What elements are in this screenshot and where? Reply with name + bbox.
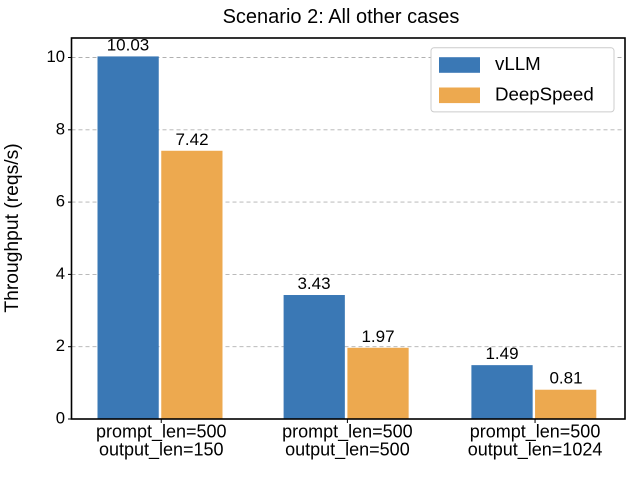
svg-text:3.43: 3.43: [297, 274, 330, 293]
svg-text:1.97: 1.97: [361, 327, 394, 346]
svg-text:0.81: 0.81: [549, 369, 582, 388]
svg-text:DeepSpeed: DeepSpeed: [495, 83, 594, 104]
svg-text:10: 10: [46, 47, 65, 66]
svg-text:0: 0: [56, 409, 65, 428]
svg-text:2: 2: [56, 336, 65, 355]
svg-text:vLLM: vLLM: [495, 53, 541, 74]
svg-text:output_len=1024: output_len=1024: [468, 440, 603, 461]
svg-text:7.42: 7.42: [175, 130, 208, 149]
svg-text:8: 8: [56, 119, 65, 138]
svg-text:Throughput (reqs/s): Throughput (reqs/s): [2, 143, 23, 312]
svg-text:4: 4: [56, 264, 65, 283]
svg-text:output_len=500: output_len=500: [285, 440, 410, 461]
svg-text:output_len=150: output_len=150: [99, 440, 224, 461]
svg-text:1.49: 1.49: [485, 344, 518, 363]
svg-text:Scenario 2: All other cases: Scenario 2: All other cases: [223, 6, 460, 28]
svg-text:6: 6: [56, 192, 65, 211]
svg-text:10.03: 10.03: [107, 36, 150, 55]
